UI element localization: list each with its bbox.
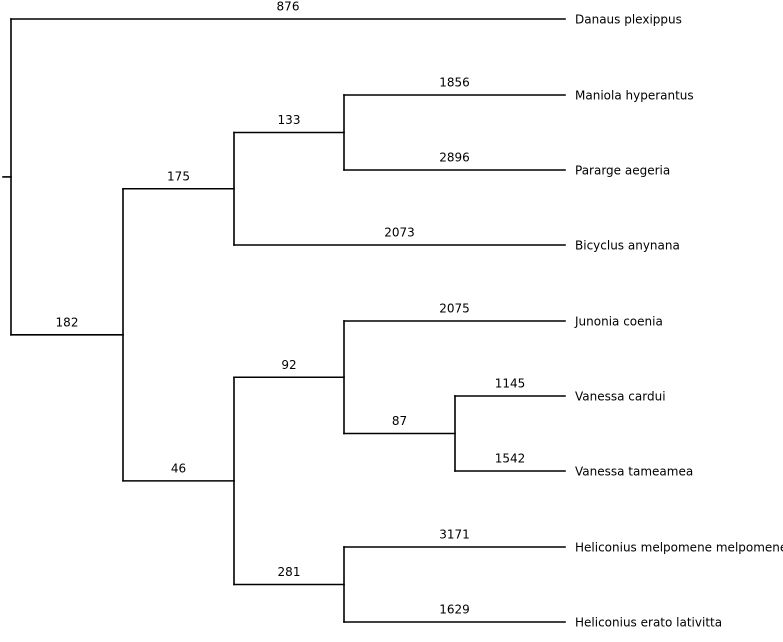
taxon-label-junonia: Junonia coenia xyxy=(574,315,663,329)
taxon-label-herato: Heliconius erato lativitta xyxy=(575,616,722,630)
branch-length-label-n7: 281 xyxy=(278,565,301,579)
branch-length-label-n2: 175 xyxy=(167,169,190,183)
branch-length-label-bicyclus: 2073 xyxy=(384,226,415,240)
branch-length-label-n5: 92 xyxy=(281,358,296,372)
taxon-label-danaus: Danaus plexippus xyxy=(575,13,682,27)
branch-length-label-n1: 182 xyxy=(56,315,79,329)
branch-length-label-junonia: 2075 xyxy=(439,302,470,316)
branch-length-label-n6: 87 xyxy=(392,414,407,428)
taxon-label-pararge: Pararge aegeria xyxy=(575,164,670,178)
branch-length-label-vcardui: 1145 xyxy=(495,377,526,391)
branch-length-label-danaus: 876 xyxy=(277,0,300,14)
branch-length-label-n3: 133 xyxy=(278,113,301,127)
taxon-label-vcardui: Vanessa cardui xyxy=(575,390,666,404)
taxon-label-bicyclus: Bicyclus anynana xyxy=(575,239,680,253)
taxon-label-hmelpomene: Heliconius melpomene melpomene xyxy=(575,541,783,555)
branch-length-label-herato: 1629 xyxy=(439,603,470,617)
branch-length-label-pararge: 2896 xyxy=(439,151,470,165)
taxon-label-maniola: Maniola hyperantus xyxy=(575,89,694,103)
branch-length-label-n4: 46 xyxy=(171,461,186,475)
branch-length-label-hmelpomene: 3171 xyxy=(439,528,470,542)
branch-length-label-maniola: 1856 xyxy=(439,76,470,90)
branch-length-label-vtameamea: 1542 xyxy=(495,452,526,466)
taxon-label-vtameamea: Vanessa tameamea xyxy=(575,465,693,479)
